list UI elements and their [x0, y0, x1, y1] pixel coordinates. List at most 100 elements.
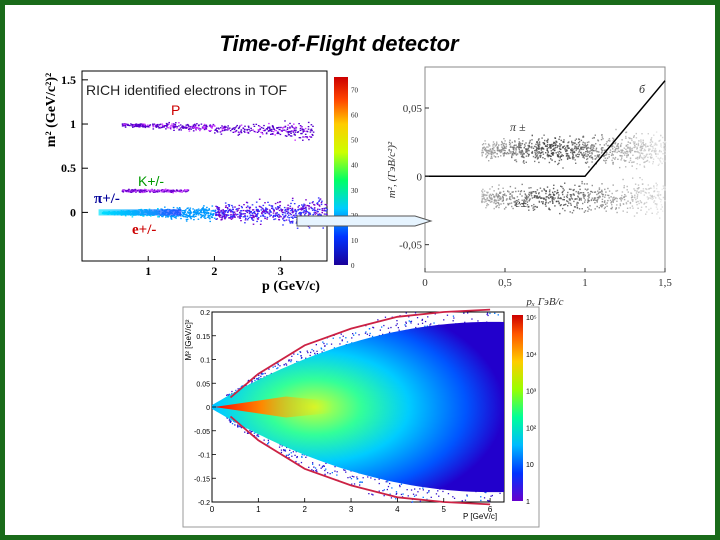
plot2-point: [543, 134, 545, 136]
plot3-point: [372, 326, 374, 328]
plot1-point: [252, 219, 254, 221]
plot2-point: [626, 207, 629, 209]
plot1-point: [287, 124, 289, 126]
connector-arrow: [296, 215, 433, 227]
plot2-point: [641, 178, 643, 181]
plot2-point: [502, 202, 505, 205]
plot2-point: [607, 187, 609, 190]
plot1-point: [310, 124, 313, 126]
plot2-point: [495, 192, 498, 195]
plot1-point: [174, 190, 176, 192]
plot2-point: [527, 150, 529, 152]
plot2-point: [591, 156, 593, 159]
plot3-point: [422, 496, 424, 498]
plot2-point: [525, 142, 527, 144]
plot3-point: [382, 333, 384, 336]
plot2-point: [571, 198, 574, 200]
plot2-point: [500, 203, 502, 205]
plot3-point: [289, 359, 291, 361]
plot2-point: [496, 195, 499, 198]
plot2-point: [550, 196, 552, 198]
plot2-point: [624, 152, 626, 154]
plot2-point: [609, 199, 612, 202]
plot2-point: [629, 142, 631, 144]
plot2-point: [583, 146, 585, 149]
plot2-point: [486, 191, 488, 193]
plot2-point: [601, 189, 603, 192]
plot1-point: [189, 217, 192, 219]
plot2-point: [656, 185, 658, 187]
plot2-point: [486, 203, 488, 205]
plot2-point: [528, 142, 530, 144]
plot1-point: [200, 216, 203, 218]
plot2-point: [482, 194, 485, 197]
plot2-point: [589, 150, 591, 152]
plot2-point: [508, 152, 510, 155]
plot2-point: [600, 152, 603, 154]
plot2-point: [520, 151, 522, 154]
plot1-x-tick-label: 3: [278, 264, 284, 278]
plot2-point: [584, 210, 587, 212]
plot2-point: [486, 155, 488, 158]
plot2-point: [573, 157, 575, 159]
plot1-point: [286, 131, 289, 133]
plot1-point: [251, 217, 253, 219]
plot1-point: [182, 127, 184, 129]
plot2-point: [612, 199, 614, 202]
plot1-point: [171, 123, 173, 125]
plot1-point: [261, 207, 264, 209]
plot1-point: [258, 198, 261, 200]
plot1-point: [184, 191, 187, 193]
plot1-point: [131, 125, 133, 127]
plot2-point: [534, 150, 537, 152]
plot3-point: [241, 385, 243, 387]
plot1-point: [258, 205, 261, 207]
plot2-point: [602, 149, 604, 151]
plot2-point: [557, 156, 560, 158]
plot3-point: [237, 426, 239, 428]
plot1-point: [302, 205, 305, 207]
plot1-point: [174, 123, 177, 126]
plot2-point: [626, 150, 628, 152]
plot1-point: [165, 216, 167, 218]
plot1-point: [227, 209, 230, 212]
plot2-point: [645, 143, 647, 145]
plot3-point: [351, 483, 353, 485]
plot3-point: [401, 496, 404, 498]
plot2-point: [662, 152, 664, 155]
plot1-point: [202, 214, 205, 216]
plot1-point: [291, 210, 294, 212]
plot2-point: [508, 141, 511, 143]
plot2-point: [647, 198, 649, 200]
plot1-point: [166, 123, 169, 125]
plot2-point: [611, 144, 614, 146]
plot1-point: [255, 206, 257, 208]
plot3-point: [430, 496, 432, 498]
plot1-point: [246, 211, 249, 214]
plot3-point: [322, 341, 324, 343]
plot1-point: [325, 204, 328, 206]
plot2-point: [538, 138, 540, 140]
plot2-point: [508, 198, 511, 200]
plot1-point: [194, 209, 196, 211]
plot1-point: [318, 213, 321, 215]
plot1-point: [287, 204, 289, 206]
plot1-point: [293, 123, 295, 125]
plot2-point: [640, 145, 643, 148]
plot3-point: [415, 326, 417, 329]
plot2-y-tick-label: -0,05: [399, 240, 422, 252]
plot2-point: [505, 194, 507, 197]
plot2-point: [548, 191, 551, 193]
plot2-point: [651, 149, 654, 151]
plot3-point: [320, 347, 322, 349]
plot3-point: [398, 329, 400, 331]
plot1-point: [304, 133, 307, 135]
plot2-point: [549, 146, 551, 148]
plot2-point: [655, 151, 657, 153]
plot3-point: [322, 465, 325, 467]
plot2-point: [551, 196, 553, 198]
plot2-point: [490, 151, 492, 153]
plot3-point: [410, 489, 413, 491]
plot1-point: [233, 211, 236, 213]
plot2-point: [579, 188, 581, 191]
